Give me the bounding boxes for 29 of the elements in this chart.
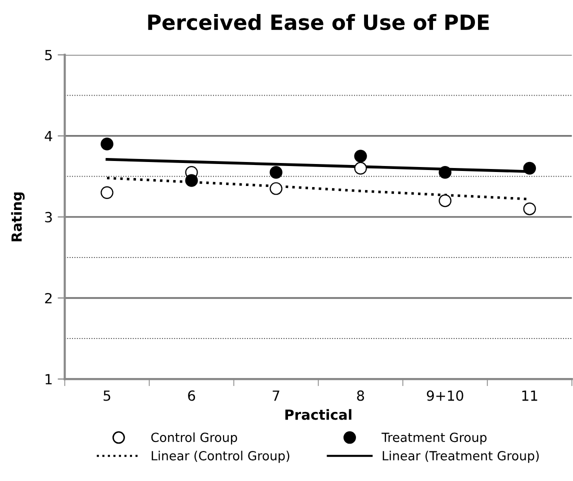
point (100, 138, 114, 150)
x-tick-label: 11 (522, 390, 538, 401)
point (438, 194, 452, 208)
legend-label: Linear (Control Group) (152, 450, 290, 463)
legend-label: Linear (Treatment Group) (382, 450, 539, 463)
point (354, 150, 367, 163)
x-tick-label: 5 (104, 390, 110, 401)
y-tick-label: 1 (46, 374, 52, 384)
legend-label: Treatment Group (382, 432, 487, 445)
chart-title: Perceived Ease of Use of PDE (148, 14, 489, 30)
y-tick-label: 3 (45, 212, 52, 222)
y-tick-label: 4 (44, 131, 52, 142)
x-tick-label: 8 (357, 390, 364, 401)
point (523, 162, 536, 175)
x-tick-label: 6 (188, 390, 196, 401)
point (270, 182, 282, 195)
point (100, 186, 114, 199)
point (523, 202, 536, 216)
point (185, 174, 198, 187)
x-axis-title: Practical (285, 409, 352, 420)
point (354, 162, 367, 175)
y-tick-label: 5 (45, 50, 52, 60)
y-axis-title: Rating (11, 192, 25, 242)
point (270, 166, 282, 179)
x-tick-label: 7 (272, 390, 280, 401)
y-tick-label: 2 (45, 292, 52, 304)
point (438, 166, 452, 179)
legend-label: Control Group (151, 432, 238, 445)
x-tick-label: 9+10 (426, 390, 464, 401)
